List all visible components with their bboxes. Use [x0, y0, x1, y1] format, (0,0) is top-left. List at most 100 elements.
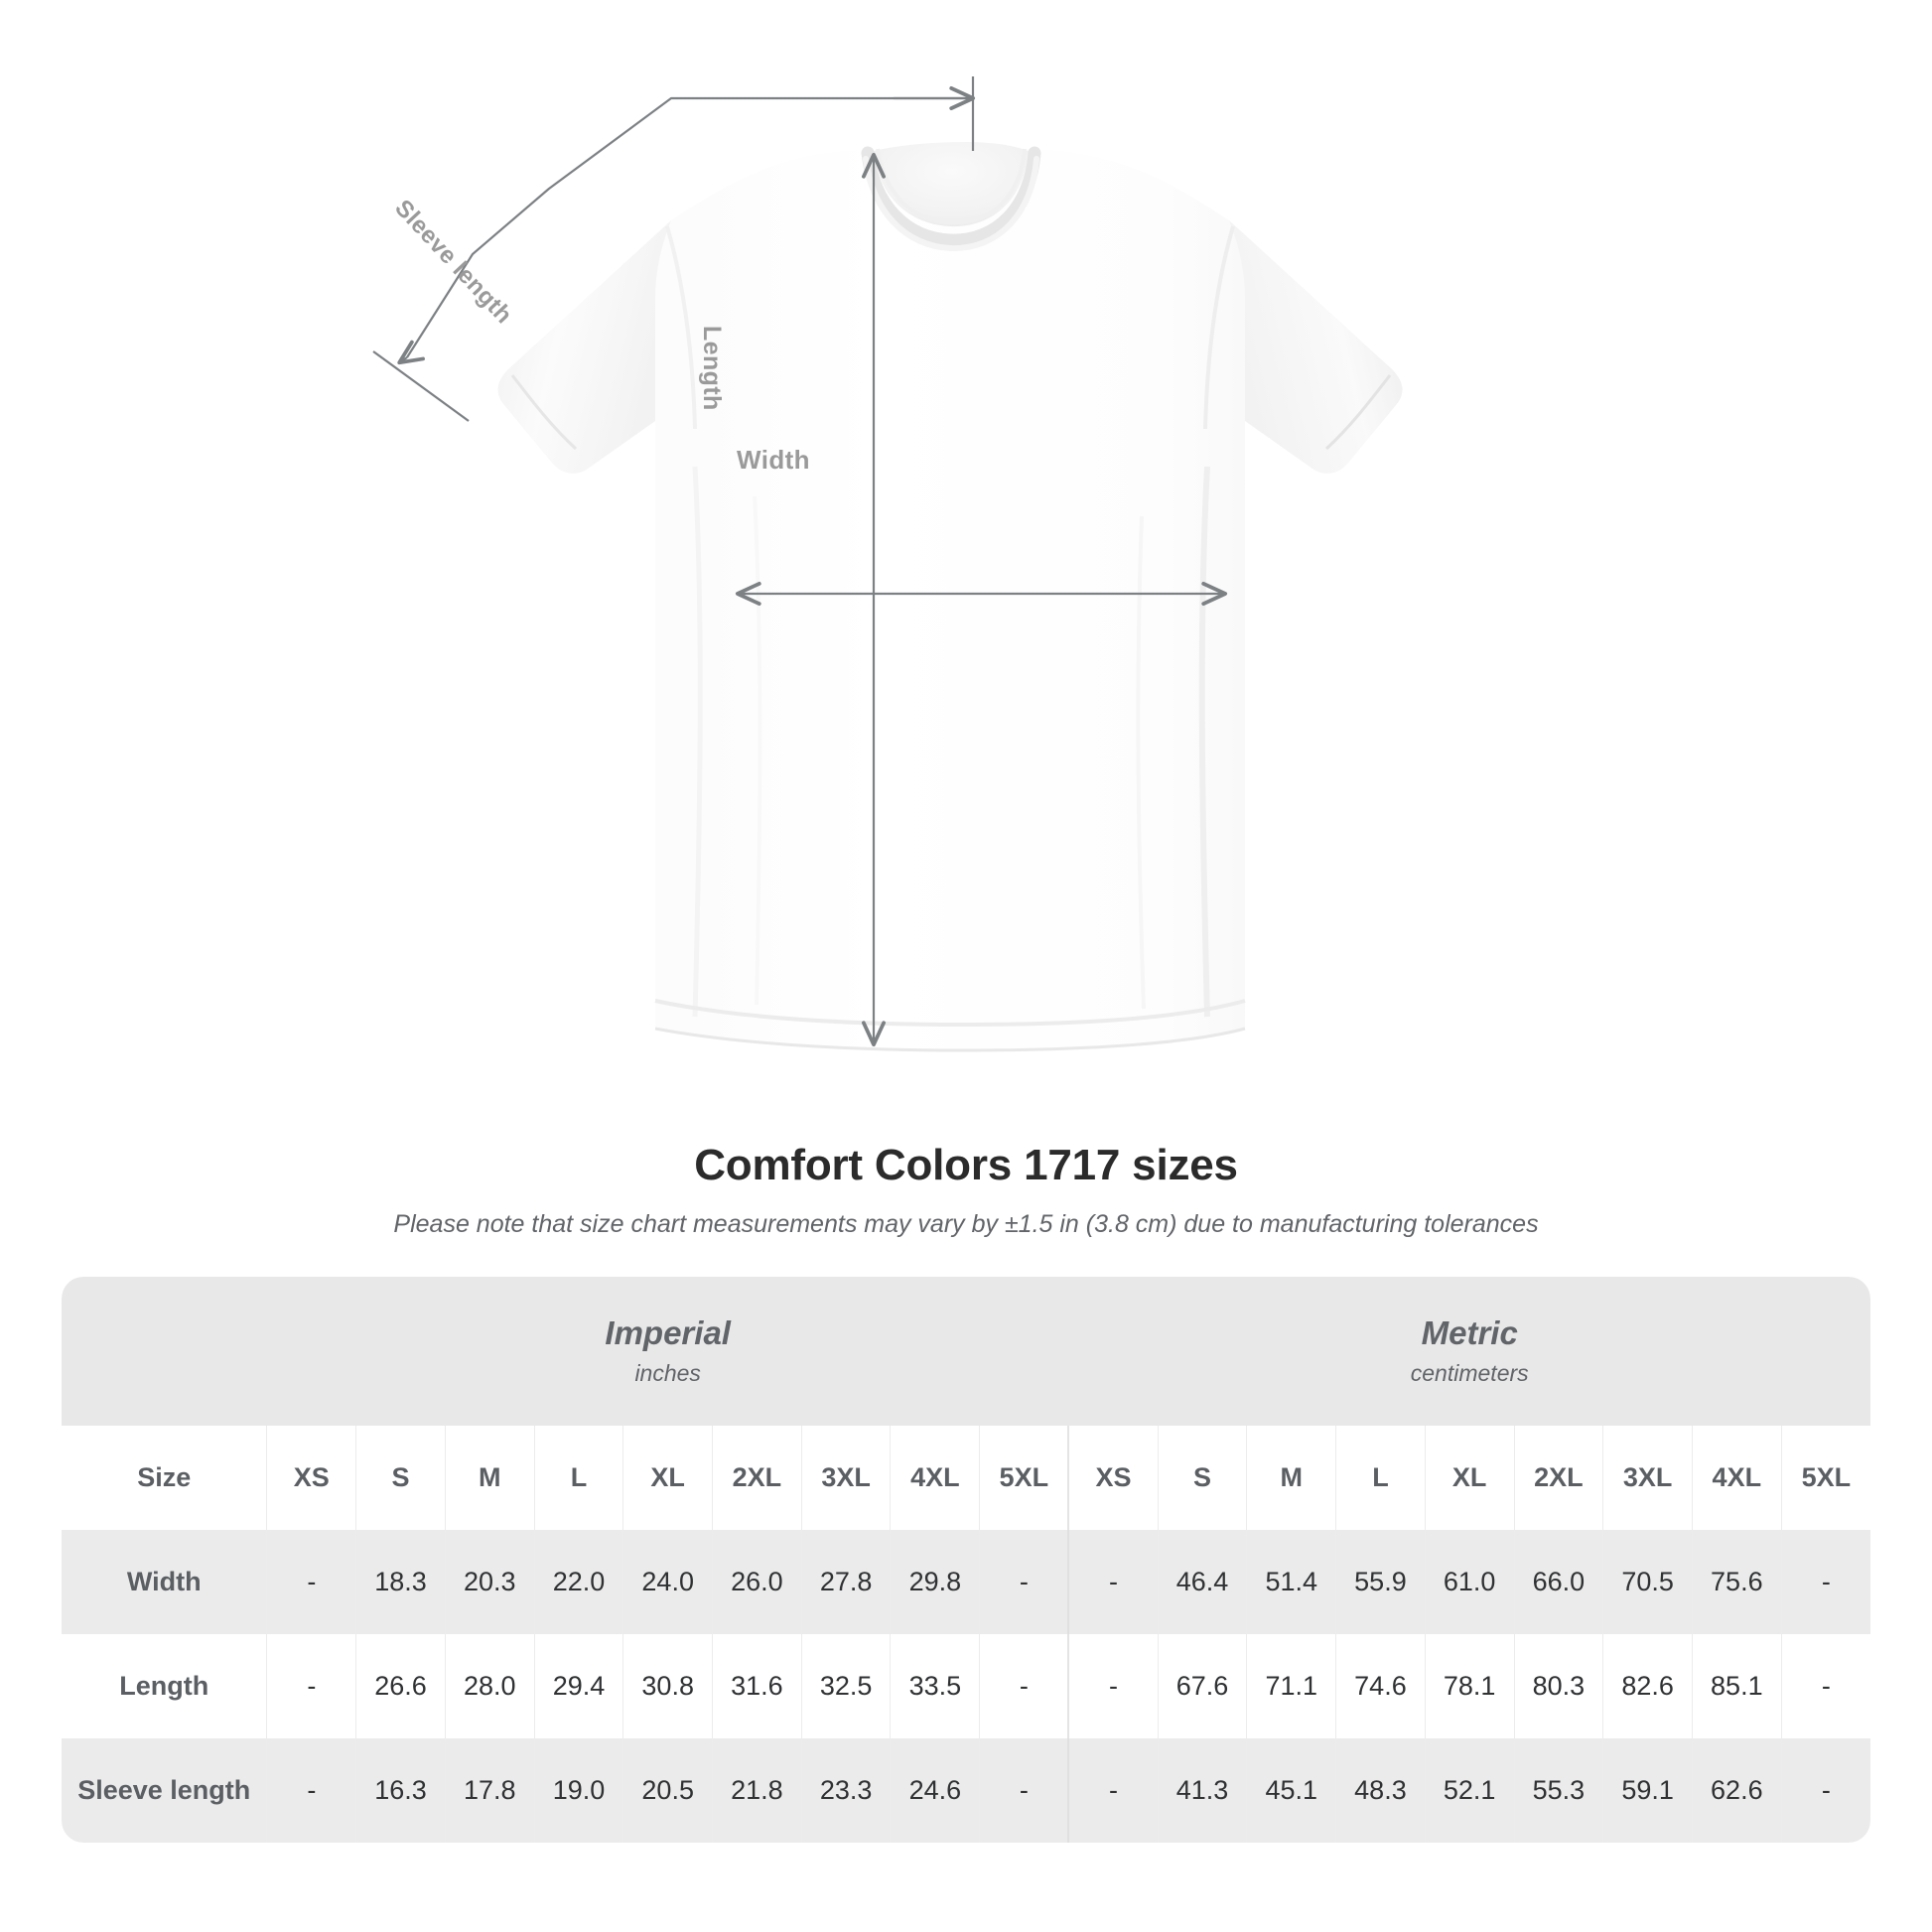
hem-stitch-lower: [654, 1027, 1246, 1052]
cell-width-metric-l: 55.9: [1335, 1530, 1426, 1634]
shirt-body-shape: [497, 142, 1403, 1052]
header-metric-s: S: [1157, 1426, 1247, 1530]
cell-sleeve-imperial-xs: -: [266, 1738, 356, 1843]
header-imperial-5xl: 5XL: [979, 1426, 1069, 1530]
cell-width-metric-xs: -: [1067, 1530, 1159, 1634]
cell-length-imperial-4xl: 33.5: [890, 1634, 980, 1738]
header-metric-xl: XL: [1424, 1426, 1515, 1530]
cell-width-metric-2xl: 66.0: [1513, 1530, 1603, 1634]
neck-opening: [874, 142, 1029, 227]
unit-banner-spacer: [62, 1277, 267, 1426]
cell-length-metric-5xl: -: [1780, 1634, 1870, 1738]
cell-length-imperial-xl: 30.8: [622, 1634, 713, 1738]
cell-sleeve-imperial-m: 17.8: [444, 1738, 535, 1843]
cell-length-imperial-xs: -: [266, 1634, 356, 1738]
header-size-label: Size: [62, 1426, 267, 1530]
unit-banner-metric: Metric centimeters: [1068, 1277, 1870, 1426]
cell-width-metric-m: 51.4: [1246, 1530, 1336, 1634]
size-chart-table-wrapper: Imperial inches Metric centimeters Size …: [62, 1277, 1870, 1843]
header-imperial-l: L: [533, 1426, 623, 1530]
cell-length-metric-s: 67.6: [1157, 1634, 1247, 1738]
cell-width-imperial-l: 22.0: [533, 1530, 623, 1634]
cell-sleeve-metric-5xl: -: [1780, 1738, 1870, 1843]
right-cuff-seam: [1324, 374, 1392, 451]
cell-sleeve-metric-xs: -: [1067, 1738, 1159, 1843]
cell-sleeve-imperial-xl: 20.5: [622, 1738, 713, 1843]
header-metric-m: M: [1246, 1426, 1336, 1530]
title-block: Comfort Colors 1717 sizes Please note th…: [0, 1141, 1932, 1239]
sleeve-length-guide: [372, 96, 968, 422]
cell-sleeve-metric-l: 48.3: [1335, 1738, 1426, 1843]
cell-length-metric-3xl: 82.6: [1602, 1634, 1693, 1738]
cell-width-metric-5xl: -: [1780, 1530, 1870, 1634]
cell-length-metric-xl: 78.1: [1424, 1634, 1515, 1738]
cell-sleeve-imperial-5xl: -: [979, 1738, 1069, 1843]
page-title: Comfort Colors 1717 sizes: [694, 1141, 1238, 1189]
header-imperial-s: S: [355, 1426, 446, 1530]
cell-width-metric-4xl: 75.6: [1691, 1530, 1782, 1634]
cell-length-imperial-3xl: 32.5: [800, 1634, 891, 1738]
right-armhole-seam: [1203, 225, 1235, 430]
cell-width-metric-xl: 61.0: [1424, 1530, 1515, 1634]
cell-sleeve-metric-xl: 52.1: [1424, 1738, 1515, 1843]
header-imperial-m: M: [444, 1426, 535, 1530]
cell-length-metric-l: 74.6: [1335, 1634, 1426, 1738]
tshirt-illustration: [372, 76, 1403, 1052]
cell-length-metric-2xl: 80.3: [1513, 1634, 1603, 1738]
fold-right: [1198, 466, 1210, 1018]
measurement-guides: [372, 76, 1228, 1047]
unit-sub-imperial: inches: [634, 1359, 701, 1386]
cell-width-imperial-m: 20.3: [444, 1530, 535, 1634]
cell-sleeve-imperial-3xl: 23.3: [800, 1738, 891, 1843]
cell-length-metric-xs: -: [1067, 1634, 1159, 1738]
cell-sleeve-imperial-2xl: 21.8: [712, 1738, 802, 1843]
shoulder-reference-tick: [894, 76, 976, 151]
width-label: Width: [737, 445, 810, 475]
header-metric-4xl: 4XL: [1691, 1426, 1782, 1530]
cell-width-imperial-xs: -: [266, 1530, 356, 1634]
row-label-sleeve-length: Sleeve length: [62, 1738, 267, 1843]
header-metric-2xl: 2XL: [1513, 1426, 1603, 1530]
cell-width-imperial-2xl: 26.0: [712, 1530, 802, 1634]
header-imperial-4xl: 4XL: [890, 1426, 980, 1530]
table-row-length: Length - 26.6 28.0 29.4 30.8 31.6 32.5 3…: [62, 1634, 1870, 1738]
cell-sleeve-metric-3xl: 59.1: [1602, 1738, 1693, 1843]
left-sleeve: [497, 220, 671, 474]
cell-width-imperial-5xl: -: [979, 1530, 1069, 1634]
size-chart-table: Imperial inches Metric centimeters Size …: [62, 1277, 1870, 1843]
cell-sleeve-metric-s: 41.3: [1157, 1738, 1247, 1843]
length-label: Length: [698, 326, 726, 411]
cell-width-metric-3xl: 70.5: [1602, 1530, 1693, 1634]
unit-sub-metric: centimeters: [1410, 1359, 1529, 1386]
cell-width-metric-s: 46.4: [1157, 1530, 1247, 1634]
header-metric-xs: XS: [1067, 1426, 1159, 1530]
tolerance-note: Please note that size chart measurements…: [393, 1210, 1539, 1239]
cell-sleeve-metric-m: 45.1: [1246, 1738, 1336, 1843]
cell-length-imperial-m: 28.0: [444, 1634, 535, 1738]
cell-sleeve-metric-4xl: 62.6: [1691, 1738, 1782, 1843]
table-row-sleeve-length: Sleeve length - 16.3 17.8 19.0 20.5 21.8…: [62, 1738, 1870, 1843]
header-imperial-3xl: 3XL: [800, 1426, 891, 1530]
hem-stitch-upper: [654, 999, 1246, 1028]
row-label-width: Width: [62, 1530, 267, 1634]
header-imperial-2xl: 2XL: [712, 1426, 802, 1530]
cell-width-imperial-s: 18.3: [355, 1530, 446, 1634]
header-metric-l: L: [1335, 1426, 1426, 1530]
table-row-width: Width - 18.3 20.3 22.0 24.0 26.0 27.8 29…: [62, 1530, 1870, 1634]
unit-name-metric: Metric: [1421, 1313, 1518, 1351]
unit-banner-imperial: Imperial inches: [266, 1277, 1069, 1426]
cell-width-imperial-4xl: 29.8: [890, 1530, 980, 1634]
header-imperial-xl: XL: [622, 1426, 713, 1530]
cell-sleeve-imperial-s: 16.3: [355, 1738, 446, 1843]
header-metric-5xl: 5XL: [1780, 1426, 1870, 1530]
fold-inner-left: [753, 495, 762, 1006]
cell-sleeve-imperial-4xl: 24.6: [890, 1738, 980, 1843]
cell-sleeve-imperial-l: 19.0: [533, 1738, 623, 1843]
cell-length-metric-m: 71.1: [1246, 1634, 1336, 1738]
cell-sleeve-metric-2xl: 55.3: [1513, 1738, 1603, 1843]
header-imperial-xs: XS: [266, 1426, 356, 1530]
cell-width-imperial-xl: 24.0: [622, 1530, 713, 1634]
left-armhole-seam: [665, 225, 697, 430]
collar-inner-edge: [876, 148, 1027, 225]
cell-width-imperial-3xl: 27.8: [800, 1530, 891, 1634]
